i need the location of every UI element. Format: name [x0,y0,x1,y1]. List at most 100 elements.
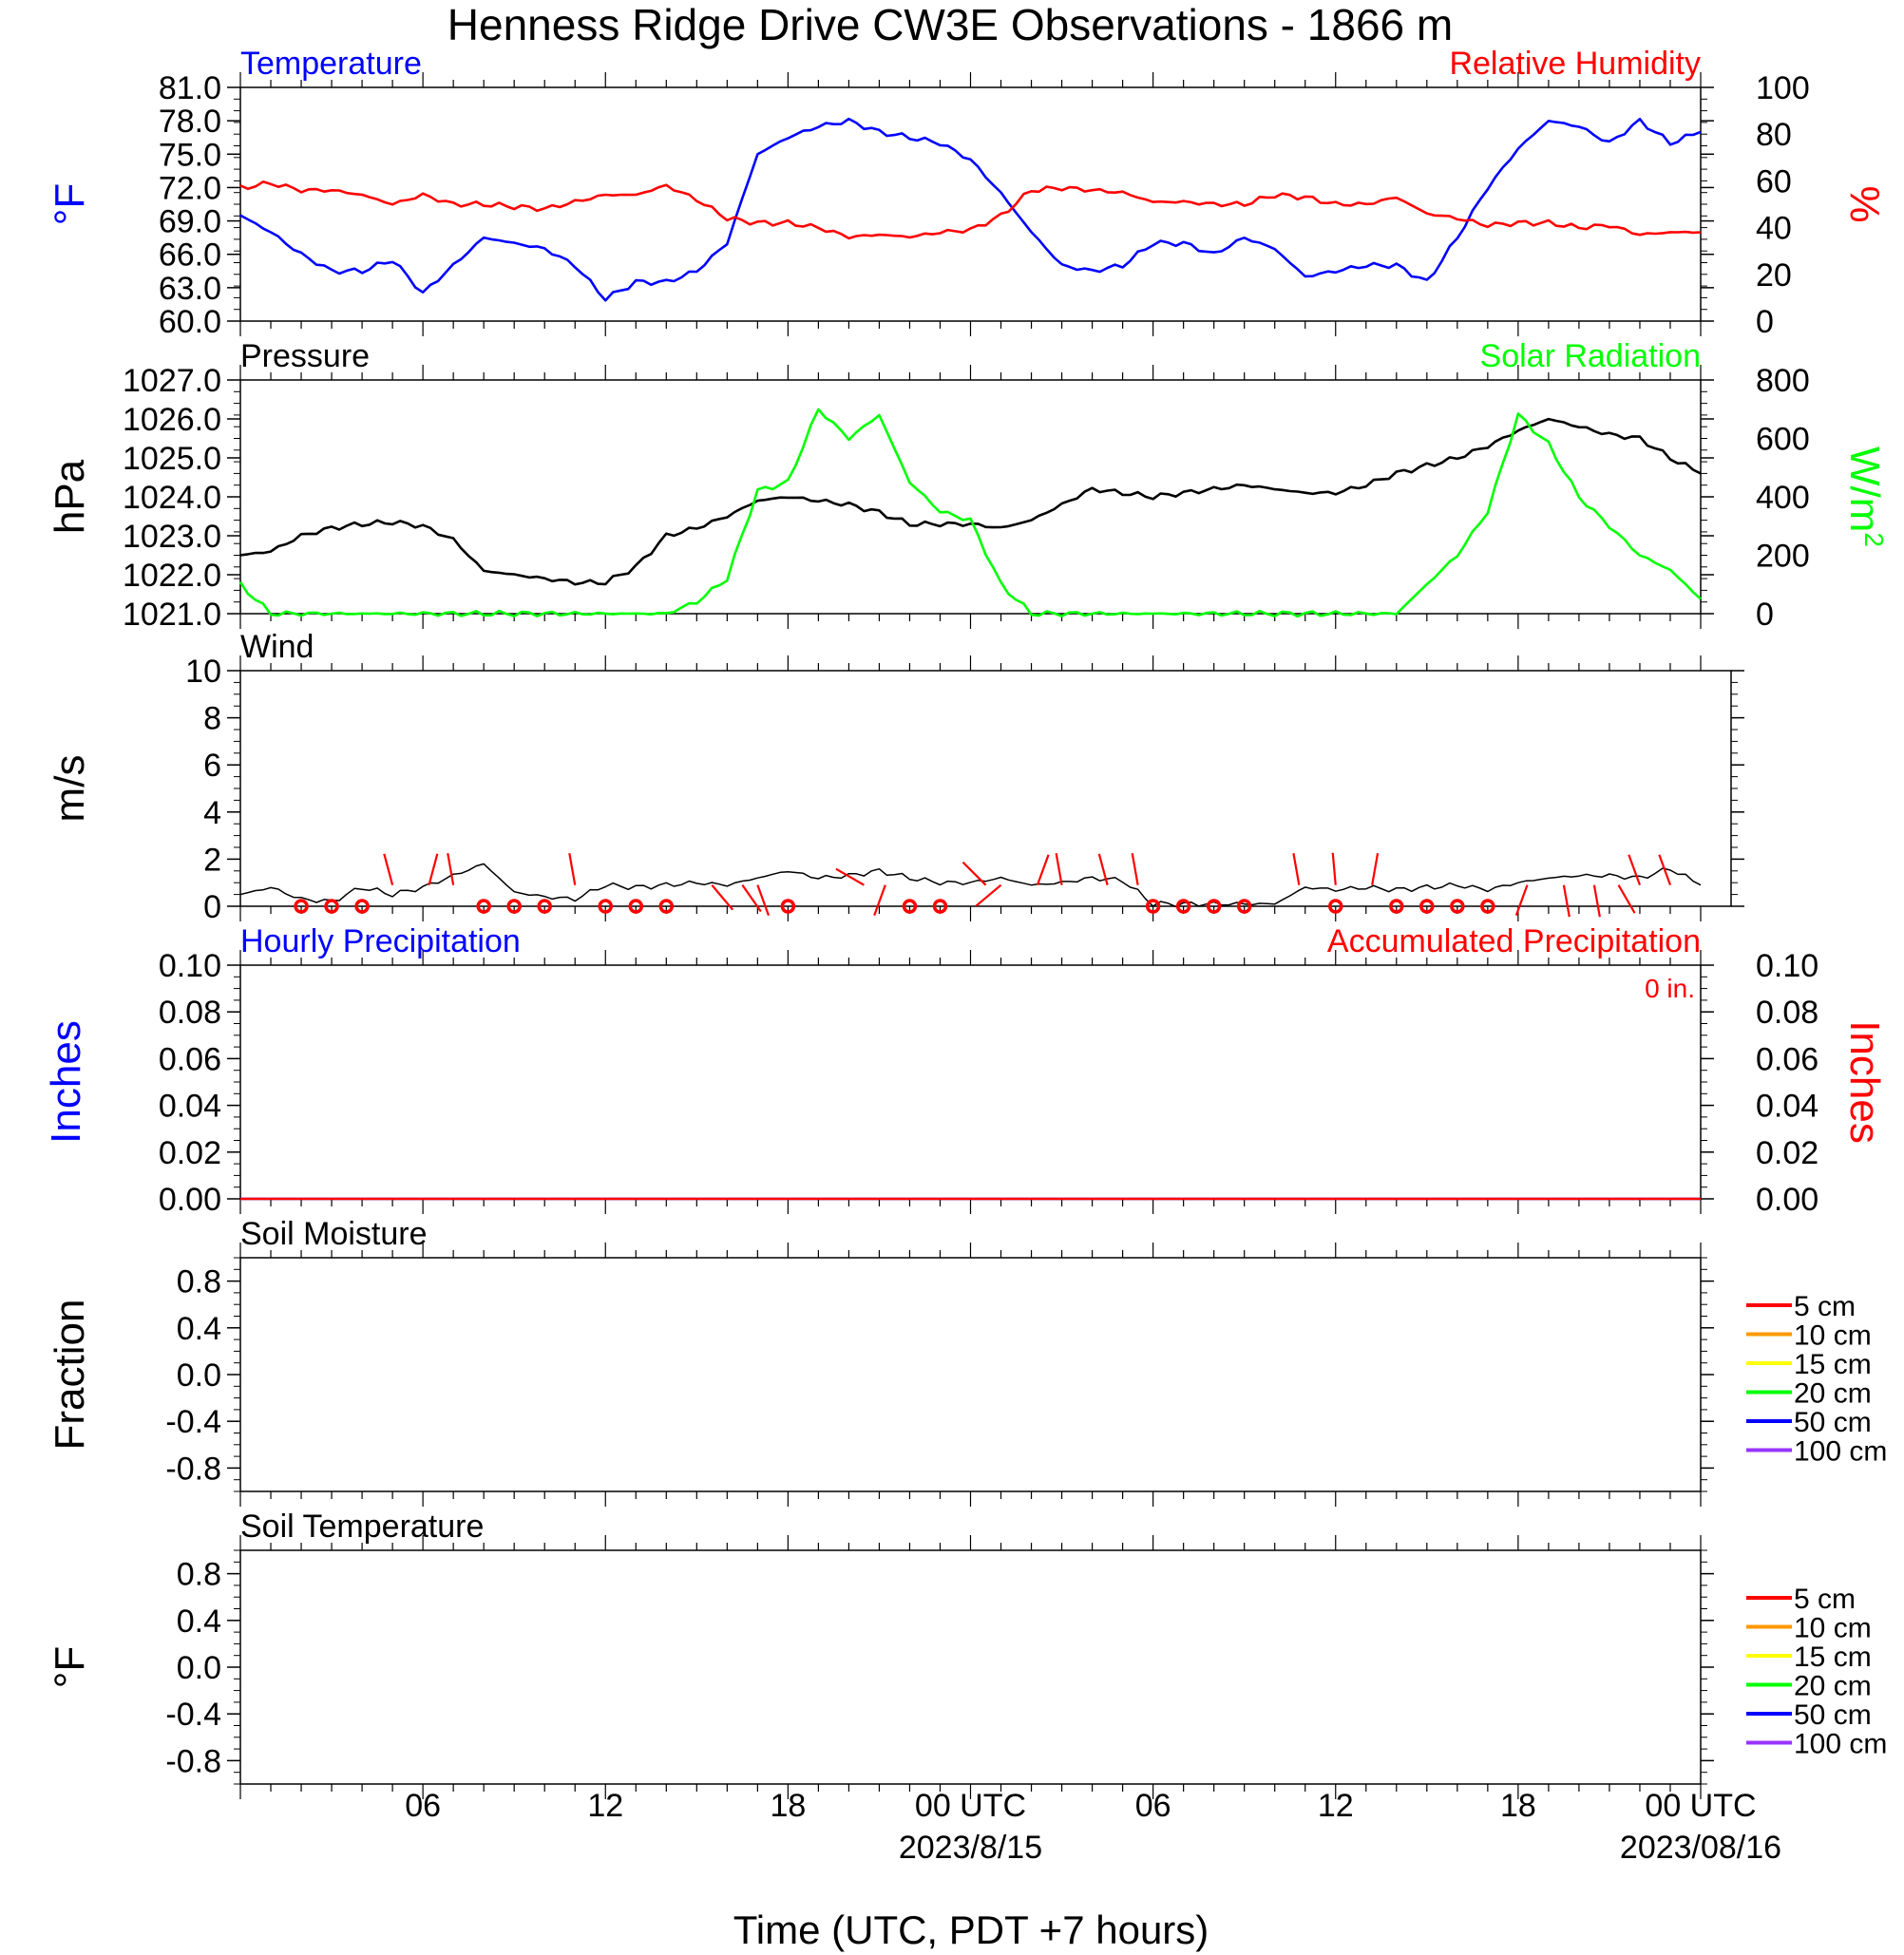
legend-label: 5 cm [1794,1584,1856,1615]
legend-label: 50 cm [1794,1699,1872,1731]
calm-wind-marker [1480,899,1495,914]
panel-left-label: Temperature [240,46,422,82]
y-tick-label: 1024.0 [123,480,221,516]
y-tick-label: 1022.0 [123,558,221,594]
calm-wind-marker [1389,899,1404,914]
legend-label: 10 cm [1794,1613,1872,1644]
y-tick-label: 63.0 [159,271,221,307]
y-right-tick-label: 0.08 [1756,995,1818,1031]
y-right-tick-label: 40 [1756,211,1792,247]
panel-frame [239,379,1702,615]
y-tick-label: 1023.0 [123,519,221,555]
legend-label: 100 cm [1794,1436,1887,1468]
panel-wind: 10 8 6 4 2 0 Wind m/s [47,629,1744,925]
calm-wind-marker [1419,899,1435,914]
y-right-tick-label: 0.06 [1756,1041,1818,1077]
panel-frame [239,964,1702,1200]
x-date-label: 2023/8/15 [899,1830,1042,1866]
x-tick-label: 18 [1500,1788,1536,1824]
panel-left-label: Hourly Precipitation [240,923,521,959]
y-tick-label: 4 [203,795,221,831]
x-tick-label: 18 [770,1788,806,1824]
calm-wind-marker [1145,899,1161,914]
x-axis-label: Time (UTC, PDT +7 hours) [733,1908,1209,1952]
left-axis-unit: °F [47,1646,93,1688]
y-right-tick-label: 600 [1756,422,1810,458]
y-tick-label: -0.4 [165,1697,221,1733]
legend-label: 15 cm [1794,1349,1872,1380]
calm-wind-marker [506,899,522,914]
x-tick-label: 12 [587,1788,623,1824]
x-tick-label: 06 [405,1788,441,1824]
y-tick-label: 6 [203,748,221,784]
wind-barb [756,884,771,917]
y-tick-label: 81.0 [159,70,221,106]
y-right-tick-label: 0.04 [1756,1089,1818,1125]
y-right-tick-label: 0 [1756,304,1774,340]
chart-title: Henness Ridge Drive CW3E Observations - … [447,0,1453,49]
wind-barb [962,861,987,886]
panel-frame [239,1257,1702,1492]
y-right-tick-label: 0.02 [1756,1135,1818,1171]
panel-frame [239,86,1702,322]
y-right-tick-label: 0.10 [1756,948,1818,984]
calm-wind-marker [354,899,370,914]
series-line-solar-radiation [238,408,1702,618]
panel-right-label: Accumulated Precipitation [1327,923,1701,959]
y-tick-label: 0.8 [177,1557,221,1593]
panel-soil_moisture: 0.8 0.4 0.0 -0.4 -0.8 Soil Moisture Fraction 5 … [47,1216,1887,1507]
y-tick-label: 0.00 [159,1182,221,1218]
y-right-tick-label: 0 [1756,597,1774,633]
y-tick-label: 2 [203,842,221,878]
y-right-tick-label: 0.00 [1756,1182,1818,1218]
x-date-label: 2023/08/16 [1620,1830,1781,1866]
left-axis-unit: °F [47,183,93,225]
panel-left-label: Soil Moisture [240,1216,428,1252]
series-line-relative-humidity [239,180,1702,240]
y-tick-label: 0.10 [159,948,221,984]
y-tick-label: 0.4 [177,1604,221,1640]
wind-barb [568,853,577,885]
y-tick-label: 0.4 [177,1311,221,1347]
calm-wind-marker [1206,899,1222,914]
y-tick-label: 0.06 [159,1041,221,1077]
wind-barb [1036,854,1050,886]
y-tick-label: 10 [185,654,221,690]
calm-wind-marker [1236,899,1252,914]
y-right-tick-label: 800 [1756,363,1810,399]
y-tick-label: -0.8 [165,1743,221,1779]
wind-barb [873,884,886,917]
y-tick-label: 1021.0 [123,597,221,633]
calm-wind-marker [476,899,491,914]
calm-wind-marker [780,899,796,914]
y-tick-label: 69.0 [159,204,221,240]
wind-barb [835,867,865,886]
wind-barb [1628,854,1641,886]
y-tick-label: 0.02 [159,1135,221,1171]
left-axis-unit: Fraction [47,1300,93,1451]
wind-barb [711,883,734,911]
series-line-temperature [239,117,1702,302]
legend-label: 15 cm [1794,1642,1872,1673]
wind-barb [975,883,1002,907]
calm-wind-marker [1450,899,1465,914]
x-tick-label: 00 UTC [915,1788,1026,1824]
y-tick-label: 0.0 [177,1357,221,1394]
y-tick-label: 1027.0 [123,363,221,399]
left-axis-unit: m/s [47,755,93,823]
calm-wind-marker [294,899,309,914]
legend-label: 20 cm [1794,1671,1872,1702]
y-tick-label: 0.08 [159,995,221,1031]
calm-wind-marker [324,899,339,914]
series-line-wind-speed [239,863,1702,908]
panel-left-label: Wind [240,629,314,665]
y-tick-label: 1025.0 [123,441,221,477]
wind-barb [383,853,394,885]
y-right-tick-label: 100 [1756,70,1810,106]
wind-barb [1514,884,1529,917]
y-tick-label: 0.04 [159,1089,221,1125]
wind-barb [1055,853,1063,885]
wind-barb [1562,884,1571,918]
